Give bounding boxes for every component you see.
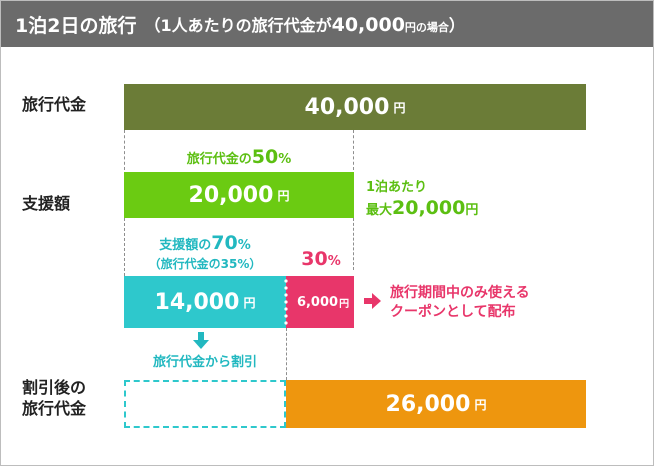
caption-thirty-percent: 30% — [288, 248, 354, 270]
bar-after-discount-unit: 円 — [474, 397, 487, 412]
header-title: 1泊2日の旅行 — [15, 14, 137, 37]
caption-seventy-unit: % — [237, 238, 251, 253]
bar-travel-cost-unit: 円 — [393, 100, 406, 115]
header-subtitle-amount: 40,000 — [331, 14, 405, 36]
caption-seventy-percent: 支援額の70% （旅行代金の35%） — [124, 232, 286, 272]
arrow-right-icon — [364, 293, 381, 309]
bar-support: 20,000 円 — [124, 172, 354, 218]
caption-max-unit: 円 — [465, 203, 479, 218]
caption-max-line1: 1泊あたり — [366, 180, 428, 195]
bar-discount-unit: 円 — [243, 295, 256, 310]
caption-seventy-sub: （旅行代金の35%） — [148, 257, 262, 271]
caption-seventy-line1: 支援額の70% — [124, 232, 286, 254]
row-label-after-line1: 割引後の — [22, 378, 87, 397]
discount-placeholder — [124, 380, 286, 428]
caption-seventy-prefix: 支援額の — [159, 238, 212, 253]
bar-after-discount: 26,000 円 — [286, 380, 586, 428]
arrow-down-icon — [193, 332, 209, 349]
caption-seventy-value: 70 — [211, 232, 238, 254]
diagram-header: 1泊2日の旅行 （1人あたりの旅行代金が40,000円の場合） — [1, 1, 653, 47]
guide-mid-top — [353, 130, 354, 170]
row-label-support: 支援額 — [22, 194, 71, 213]
header-subtitle-open: （1人あたりの旅行代金が — [144, 16, 332, 35]
caption-fifty-unit: % — [278, 152, 292, 167]
header-subtitle-unit: 円の場合 — [404, 21, 449, 34]
caption-fifty-prefix: 旅行代金の — [186, 152, 252, 167]
caption-coupon-line1: 旅行期間中のみ使える — [390, 285, 530, 301]
bar-travel-cost: 40,000 円 — [124, 84, 586, 130]
caption-max-value: 20,000 — [392, 197, 466, 219]
caption-thirty-value: 30 — [301, 248, 328, 270]
header-subtitle-close: ） — [448, 16, 465, 35]
bar-discount: 14,000 円 — [124, 276, 286, 328]
row-label-after-line2: 旅行代金 — [22, 399, 87, 418]
bar-coupon-value: 6,000 — [296, 294, 339, 310]
guide-mid-lower — [353, 218, 354, 270]
row-label-travel-cost: 旅行代金 — [22, 95, 87, 114]
bar-after-discount-value: 26,000 — [385, 391, 471, 417]
guide-split — [286, 328, 287, 380]
guide-left-top — [124, 130, 125, 170]
guide-left-lower — [124, 218, 125, 276]
caption-fifty-value: 50 — [251, 146, 279, 168]
caption-thirty-unit: % — [327, 254, 341, 269]
caption-deduct: 旅行代金から割引 — [152, 355, 257, 370]
bar-coupon-unit: 円 — [339, 298, 350, 310]
caption-fifty-percent: 旅行代金の50% — [124, 146, 354, 168]
perforation — [280, 276, 292, 328]
bar-support-unit: 円 — [277, 188, 290, 203]
bar-travel-cost-value: 40,000 — [304, 94, 390, 120]
bar-coupon: 6,000 円 — [292, 276, 354, 328]
bar-discount-value: 14,000 — [154, 289, 240, 315]
caption-coupon: 旅行期間中のみ使える クーポンとして配布 — [390, 284, 530, 322]
bar-support-value: 20,000 — [188, 182, 274, 208]
caption-max-per-night: 1泊あたり 最大20,000円 — [366, 176, 478, 219]
caption-coupon-line2: クーポンとして配布 — [390, 304, 516, 320]
header-subtitle: （1人あたりの旅行代金が40,000円の場合） — [144, 12, 464, 36]
caption-max-line2: 最大20,000円 — [366, 197, 478, 219]
caption-max-prefix: 最大 — [366, 203, 393, 218]
